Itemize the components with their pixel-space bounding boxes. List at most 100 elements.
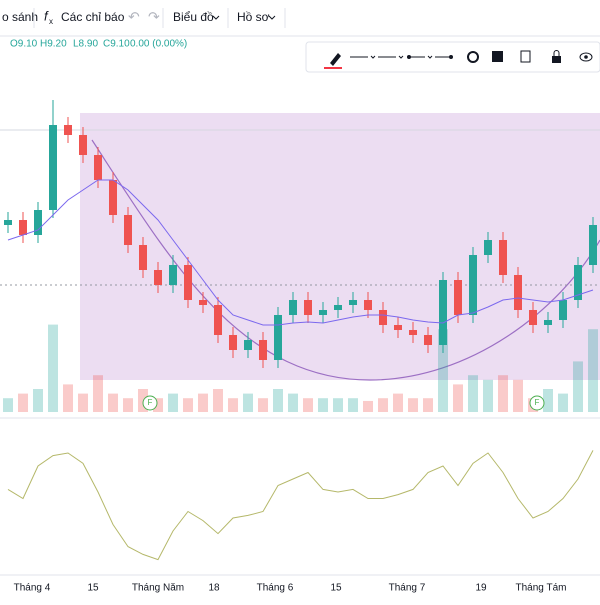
- candle-body: [274, 315, 282, 360]
- volume-bar: [378, 398, 388, 412]
- volume-bar: [168, 393, 178, 412]
- volume-bar: [228, 398, 238, 412]
- candle-body: [139, 245, 147, 270]
- candle-body: [229, 335, 237, 350]
- volume-bar: [153, 398, 163, 412]
- ohlc-open: O9.10: [10, 39, 38, 50]
- candle-body: [439, 280, 447, 345]
- volume-bar: [78, 393, 88, 412]
- candle-body: [244, 340, 252, 350]
- time-label: 18: [208, 583, 220, 594]
- candle-body: [289, 300, 297, 315]
- profile-button[interactable]: Hồ sơ: [237, 10, 270, 24]
- candle-body: [424, 335, 432, 345]
- pattern-area: [80, 113, 600, 380]
- candle-body: [109, 180, 117, 215]
- candle-body: [154, 270, 162, 285]
- candle-body: [364, 300, 372, 310]
- time-label: Tháng 6: [257, 583, 294, 594]
- event-marker-label: F: [148, 398, 153, 407]
- volume-bar: [33, 389, 43, 412]
- volume-bar: [3, 398, 13, 412]
- dropdown-caret: [268, 15, 276, 20]
- volume-bar: [498, 375, 508, 412]
- plot: [3, 100, 598, 561]
- candle-body: [199, 300, 207, 305]
- volume-bar: [303, 398, 313, 412]
- ohlc-low: L8.90: [73, 39, 98, 50]
- volume-bar: [123, 398, 133, 412]
- candle-body: [454, 280, 462, 315]
- dropdown-caret: [212, 15, 220, 20]
- volume-bar: [408, 398, 418, 412]
- pen-icon[interactable]: [330, 53, 341, 66]
- time-label: Tháng 4: [14, 583, 51, 594]
- candle-body: [484, 240, 492, 255]
- time-label: Tháng Năm: [132, 583, 184, 594]
- indicators-button[interactable]: Các chỉ báo: [61, 10, 125, 24]
- candle-body: [529, 310, 537, 325]
- undo-button[interactable]: ↶: [128, 9, 140, 25]
- volume-bar: [438, 329, 448, 412]
- dropdown-caret: [398, 55, 404, 59]
- candle-body: [184, 265, 192, 300]
- volume-bar: [258, 398, 268, 412]
- ohlc-close: C9.10: [103, 39, 130, 50]
- time-label: 19: [475, 583, 487, 594]
- candle-body: [169, 265, 177, 285]
- candle-body: [94, 155, 102, 180]
- volume-bar: [558, 393, 568, 412]
- volume-bar: [288, 393, 298, 412]
- eye-pupil: [584, 55, 588, 59]
- drawing-toolbar: [305, 41, 600, 73]
- time-label: 15: [87, 583, 99, 594]
- eye-icon[interactable]: [579, 52, 593, 62]
- moving-average: [7, 179, 594, 326]
- event-marker[interactable]: [529, 395, 545, 411]
- volume-bar: [108, 393, 118, 412]
- visibility-icon[interactable]: [492, 51, 503, 62]
- ohlc-high: H9.20: [40, 39, 67, 50]
- volume-bar: [198, 393, 208, 412]
- candle-body: [79, 135, 87, 155]
- volume-bar: [573, 361, 583, 412]
- candle-body: [589, 225, 597, 265]
- volume-bar: [348, 398, 358, 412]
- time-label: 15: [330, 583, 342, 594]
- volume-bar: [363, 400, 373, 412]
- fx-icon: f: [44, 8, 49, 23]
- ohlc-change: 0.00 (0.00%): [130, 39, 187, 50]
- candle-body: [64, 125, 72, 135]
- candle-body: [574, 265, 582, 300]
- oscillator-line: [7, 450, 594, 561]
- volume-bar: [63, 384, 73, 412]
- time-label: Tháng 7: [389, 583, 426, 594]
- volume-bar: [48, 324, 58, 412]
- event-marker-label: F: [535, 398, 540, 407]
- candle-body: [4, 220, 12, 225]
- candle-body: [409, 330, 417, 335]
- lock-icon[interactable]: [552, 56, 561, 63]
- event-marker[interactable]: [142, 395, 158, 411]
- line-end-dot: [407, 55, 411, 59]
- settings-icon[interactable]: [467, 51, 479, 63]
- redo-button[interactable]: ↷: [148, 9, 160, 25]
- dropdown-caret: [427, 55, 433, 59]
- candle-body: [214, 305, 222, 335]
- candle-body: [319, 310, 327, 315]
- candle-body: [124, 215, 132, 245]
- volume-bar: [243, 393, 253, 412]
- candle-body: [559, 300, 567, 320]
- fx-icon-sub: x: [49, 17, 53, 26]
- volume-bar: [468, 375, 478, 412]
- line-end-dot: [449, 55, 453, 59]
- chart-type-button[interactable]: Biểu đồ: [173, 10, 214, 24]
- candle-body: [514, 275, 522, 310]
- volume-bar: [93, 375, 103, 412]
- candle-body: [49, 125, 57, 210]
- clone-icon[interactable]: [520, 50, 531, 63]
- candle-body: [379, 310, 387, 325]
- compare-button[interactable]: o sánh: [2, 10, 38, 24]
- candle-body: [499, 240, 507, 275]
